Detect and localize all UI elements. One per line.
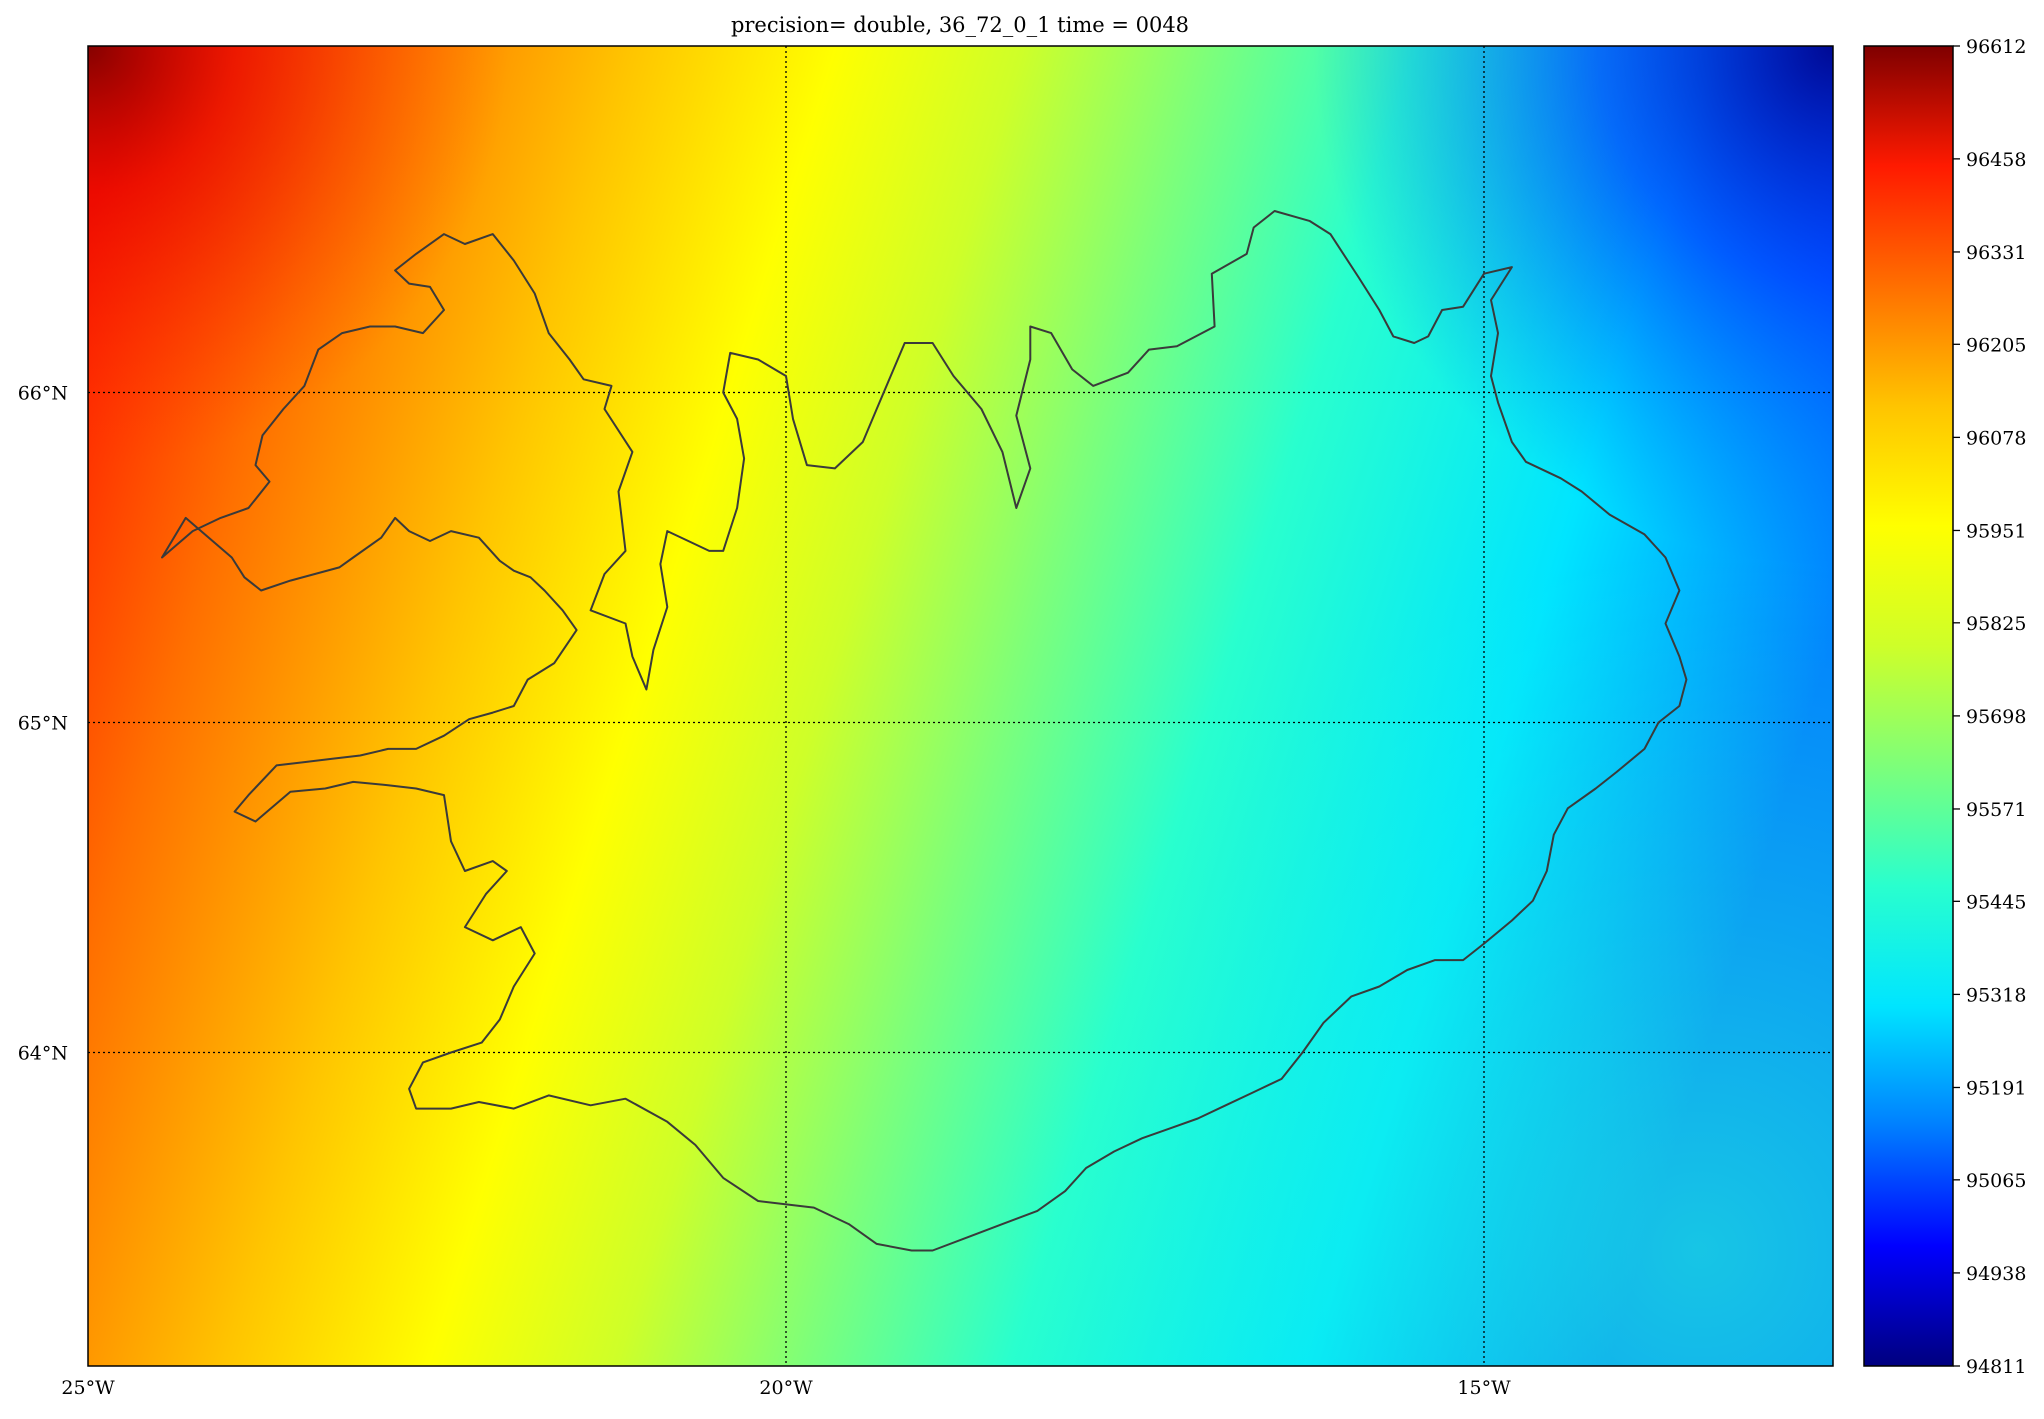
map-frame	[87, 45, 1834, 1367]
colorbar-tick-label: 95571	[1966, 799, 2026, 821]
colorbar-tick-label: 95318	[1966, 984, 2026, 1006]
plot-title: precision= double, 36_72_0_1 time = 0048	[731, 13, 1189, 37]
colorbar-tick-label: 95951	[1966, 520, 2026, 542]
colorbar-tick-label: 96458	[1966, 149, 2026, 171]
colorbar-tick-label: 94811	[1966, 1356, 2026, 1378]
longitude-label: 20°W	[759, 1377, 813, 1399]
colorbar-tick-label: 96205	[1966, 334, 2026, 356]
latitude-label: 65°N	[18, 713, 68, 735]
colorbar-tick-label: 95191	[1966, 1077, 2026, 1099]
latitude-label: 66°N	[18, 383, 68, 405]
longitude-label: 25°W	[61, 1377, 115, 1399]
latitude-label: 64°N	[18, 1043, 68, 1065]
map-panel	[88, 46, 1833, 1366]
longitude-label: 15°W	[1457, 1377, 1511, 1399]
colorbar-tick-label: 96331	[1966, 242, 2026, 264]
iceland-coastline	[161, 210, 1688, 1252]
colorbar-tick-label: 95065	[1966, 1170, 2026, 1192]
pressure-field-southeast	[88, 46, 1833, 1366]
graticule	[88, 46, 1833, 1366]
colorbar-ticks: 96612 96458 96331 96205 96078 95951 95825 95698…	[1953, 36, 2026, 1378]
longitude-labels: 25°W 20°W 15°W	[61, 1377, 1511, 1399]
latitude-labels: 66°N 65°N 64°N	[18, 383, 68, 1065]
colorbar-fill	[1864, 46, 1953, 1366]
colorbar-tick-label: 95825	[1966, 613, 2026, 635]
colorbar-tick-label: 96078	[1966, 427, 2026, 449]
colorbar-tick-label: 94938	[1966, 1263, 2026, 1285]
colorbar-tick-label: 95445	[1966, 891, 2026, 913]
colorbar-tick-label: 95698	[1966, 706, 2026, 728]
colorbar-tick-label: 96612	[1966, 36, 2026, 58]
colorbar: 96612 96458 96331 96205 96078 95951 95825 95698…	[1863, 36, 2026, 1378]
colorbar-frame	[1863, 45, 1954, 1367]
